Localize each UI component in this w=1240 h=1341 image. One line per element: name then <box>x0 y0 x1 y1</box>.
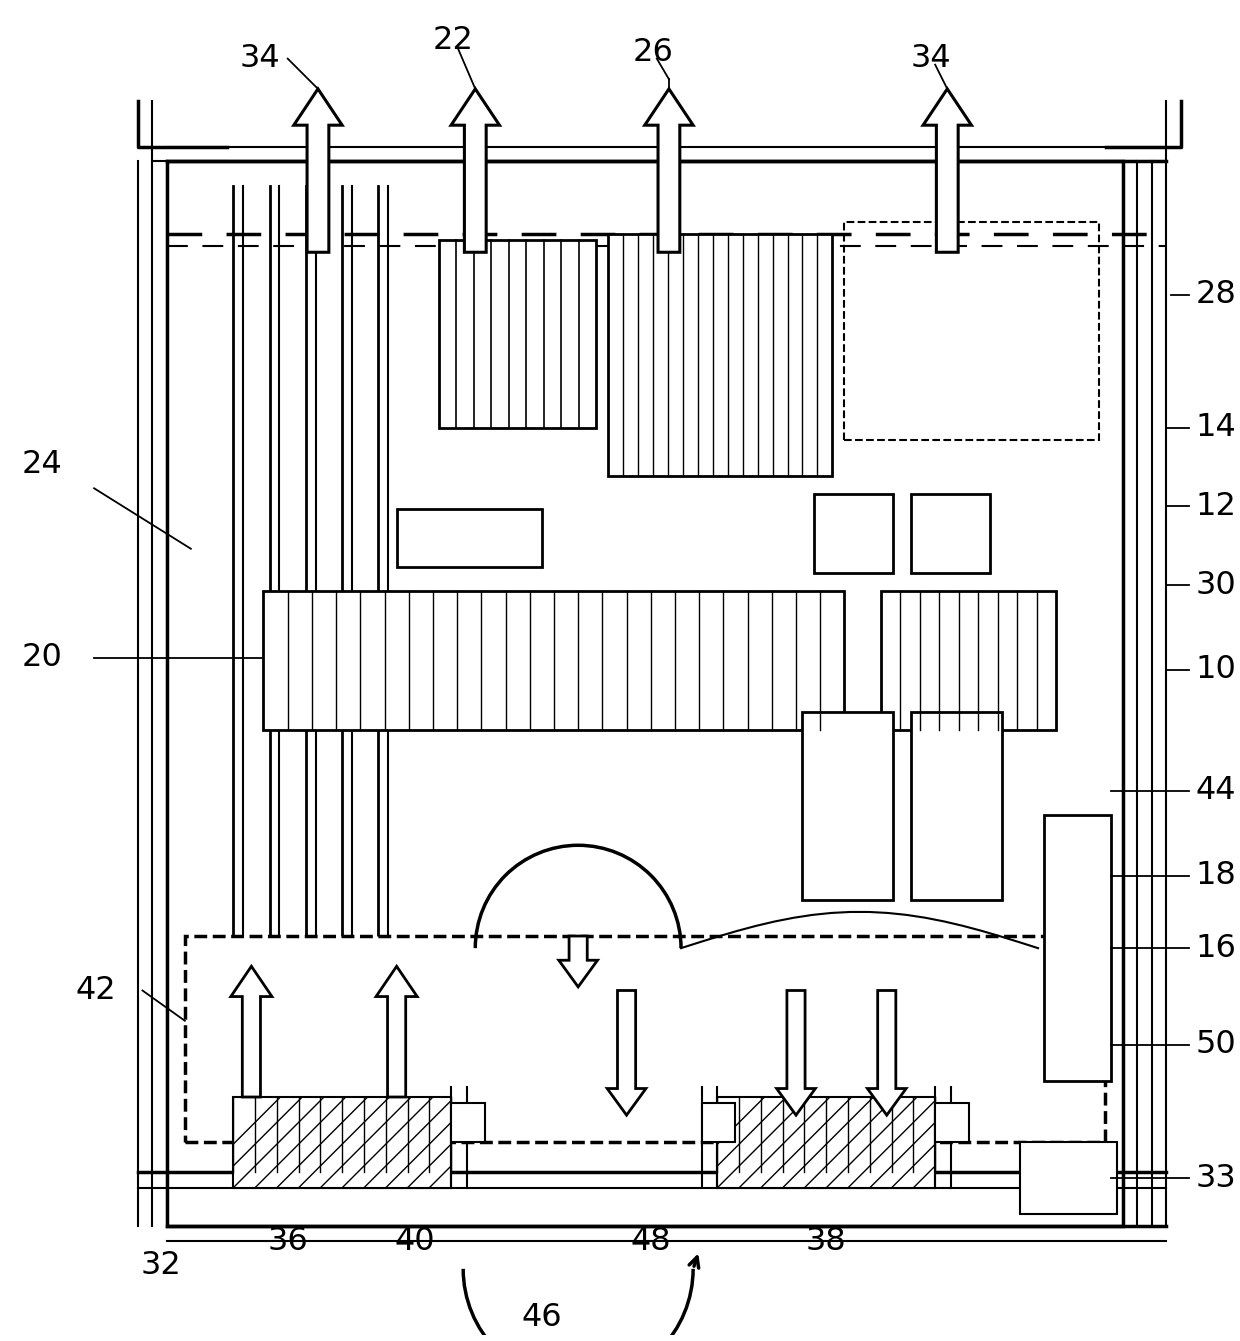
Text: 44: 44 <box>1195 775 1236 806</box>
Polygon shape <box>231 967 272 1097</box>
Bar <box>717 1097 935 1188</box>
Bar <box>397 508 542 567</box>
Bar <box>911 495 990 573</box>
Text: 34: 34 <box>911 43 951 74</box>
Bar <box>185 936 1105 1141</box>
Polygon shape <box>376 967 417 1097</box>
Polygon shape <box>451 89 500 252</box>
Text: 10: 10 <box>1195 654 1236 685</box>
Bar <box>439 240 596 428</box>
Text: 30: 30 <box>1195 570 1236 601</box>
Text: 22: 22 <box>433 25 474 56</box>
Text: 34: 34 <box>239 43 280 74</box>
Bar <box>815 495 893 573</box>
Bar <box>263 591 844 731</box>
Text: 28: 28 <box>1195 279 1236 310</box>
Text: 16: 16 <box>1195 932 1236 964</box>
Text: 42: 42 <box>76 975 117 1006</box>
Bar <box>935 1104 968 1141</box>
Bar <box>233 1097 451 1188</box>
Bar <box>166 161 1122 1227</box>
Text: 40: 40 <box>394 1226 435 1257</box>
Polygon shape <box>294 89 342 252</box>
Bar <box>880 591 1056 731</box>
Text: 18: 18 <box>1195 860 1236 890</box>
Text: 36: 36 <box>268 1226 308 1257</box>
Bar <box>702 1104 735 1141</box>
Text: 38: 38 <box>806 1226 847 1257</box>
Bar <box>1044 815 1111 1081</box>
Polygon shape <box>608 991 646 1116</box>
Text: 20: 20 <box>21 642 62 673</box>
Bar <box>911 712 1002 900</box>
Text: 33: 33 <box>1195 1163 1236 1193</box>
Bar <box>609 235 832 476</box>
Polygon shape <box>776 991 816 1116</box>
Text: 26: 26 <box>632 38 673 68</box>
Polygon shape <box>868 991 906 1116</box>
Text: 46: 46 <box>522 1302 562 1333</box>
Bar <box>1019 1141 1117 1215</box>
Bar <box>451 1104 485 1141</box>
Polygon shape <box>923 89 971 252</box>
Polygon shape <box>559 936 598 987</box>
Text: 14: 14 <box>1195 412 1236 444</box>
Bar <box>802 712 893 900</box>
Text: 24: 24 <box>21 448 62 480</box>
Text: 48: 48 <box>630 1226 671 1257</box>
Text: 32: 32 <box>140 1250 181 1281</box>
Text: 12: 12 <box>1195 491 1236 522</box>
Text: 50: 50 <box>1195 1030 1236 1061</box>
Polygon shape <box>645 89 693 252</box>
Bar <box>844 223 1099 440</box>
